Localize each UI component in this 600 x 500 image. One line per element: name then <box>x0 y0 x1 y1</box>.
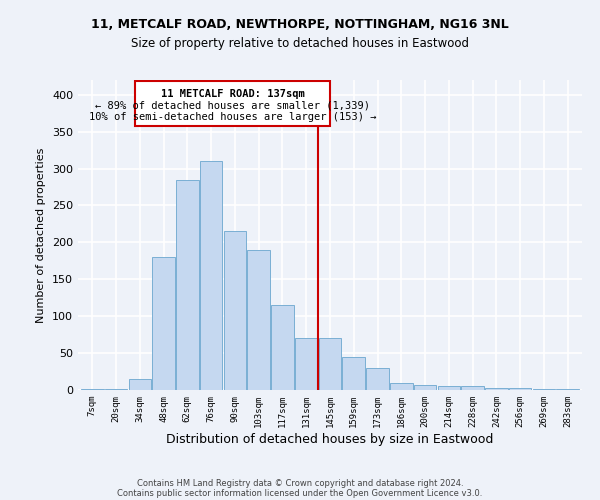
Bar <box>366 368 389 390</box>
Text: Contains public sector information licensed under the Open Government Licence v3: Contains public sector information licen… <box>118 488 482 498</box>
Bar <box>509 388 532 390</box>
Bar <box>295 338 317 390</box>
Bar <box>414 385 436 390</box>
Bar <box>556 388 579 390</box>
FancyBboxPatch shape <box>135 82 330 126</box>
Bar <box>200 161 223 390</box>
Y-axis label: Number of detached properties: Number of detached properties <box>37 148 46 322</box>
Bar <box>81 388 104 390</box>
Bar <box>128 379 151 390</box>
Text: Contains HM Land Registry data © Crown copyright and database right 2024.: Contains HM Land Registry data © Crown c… <box>137 478 463 488</box>
Bar <box>485 388 508 390</box>
Bar <box>152 257 175 390</box>
Bar <box>247 250 270 390</box>
Text: 11, METCALF ROAD, NEWTHORPE, NOTTINGHAM, NG16 3NL: 11, METCALF ROAD, NEWTHORPE, NOTTINGHAM,… <box>91 18 509 30</box>
Bar <box>224 232 246 390</box>
Bar <box>533 388 555 390</box>
Text: 11 METCALF ROAD: 137sqm: 11 METCALF ROAD: 137sqm <box>161 89 304 99</box>
Bar <box>461 386 484 390</box>
Bar <box>437 386 460 390</box>
Bar <box>390 382 413 390</box>
Text: 10% of semi-detached houses are larger (153) →: 10% of semi-detached houses are larger (… <box>89 112 376 122</box>
Text: Size of property relative to detached houses in Eastwood: Size of property relative to detached ho… <box>131 38 469 51</box>
Bar <box>343 357 365 390</box>
Bar <box>105 388 127 390</box>
X-axis label: Distribution of detached houses by size in Eastwood: Distribution of detached houses by size … <box>166 432 494 446</box>
Text: ← 89% of detached houses are smaller (1,339): ← 89% of detached houses are smaller (1,… <box>95 100 370 110</box>
Bar <box>271 305 294 390</box>
Bar <box>176 180 199 390</box>
Bar <box>319 338 341 390</box>
